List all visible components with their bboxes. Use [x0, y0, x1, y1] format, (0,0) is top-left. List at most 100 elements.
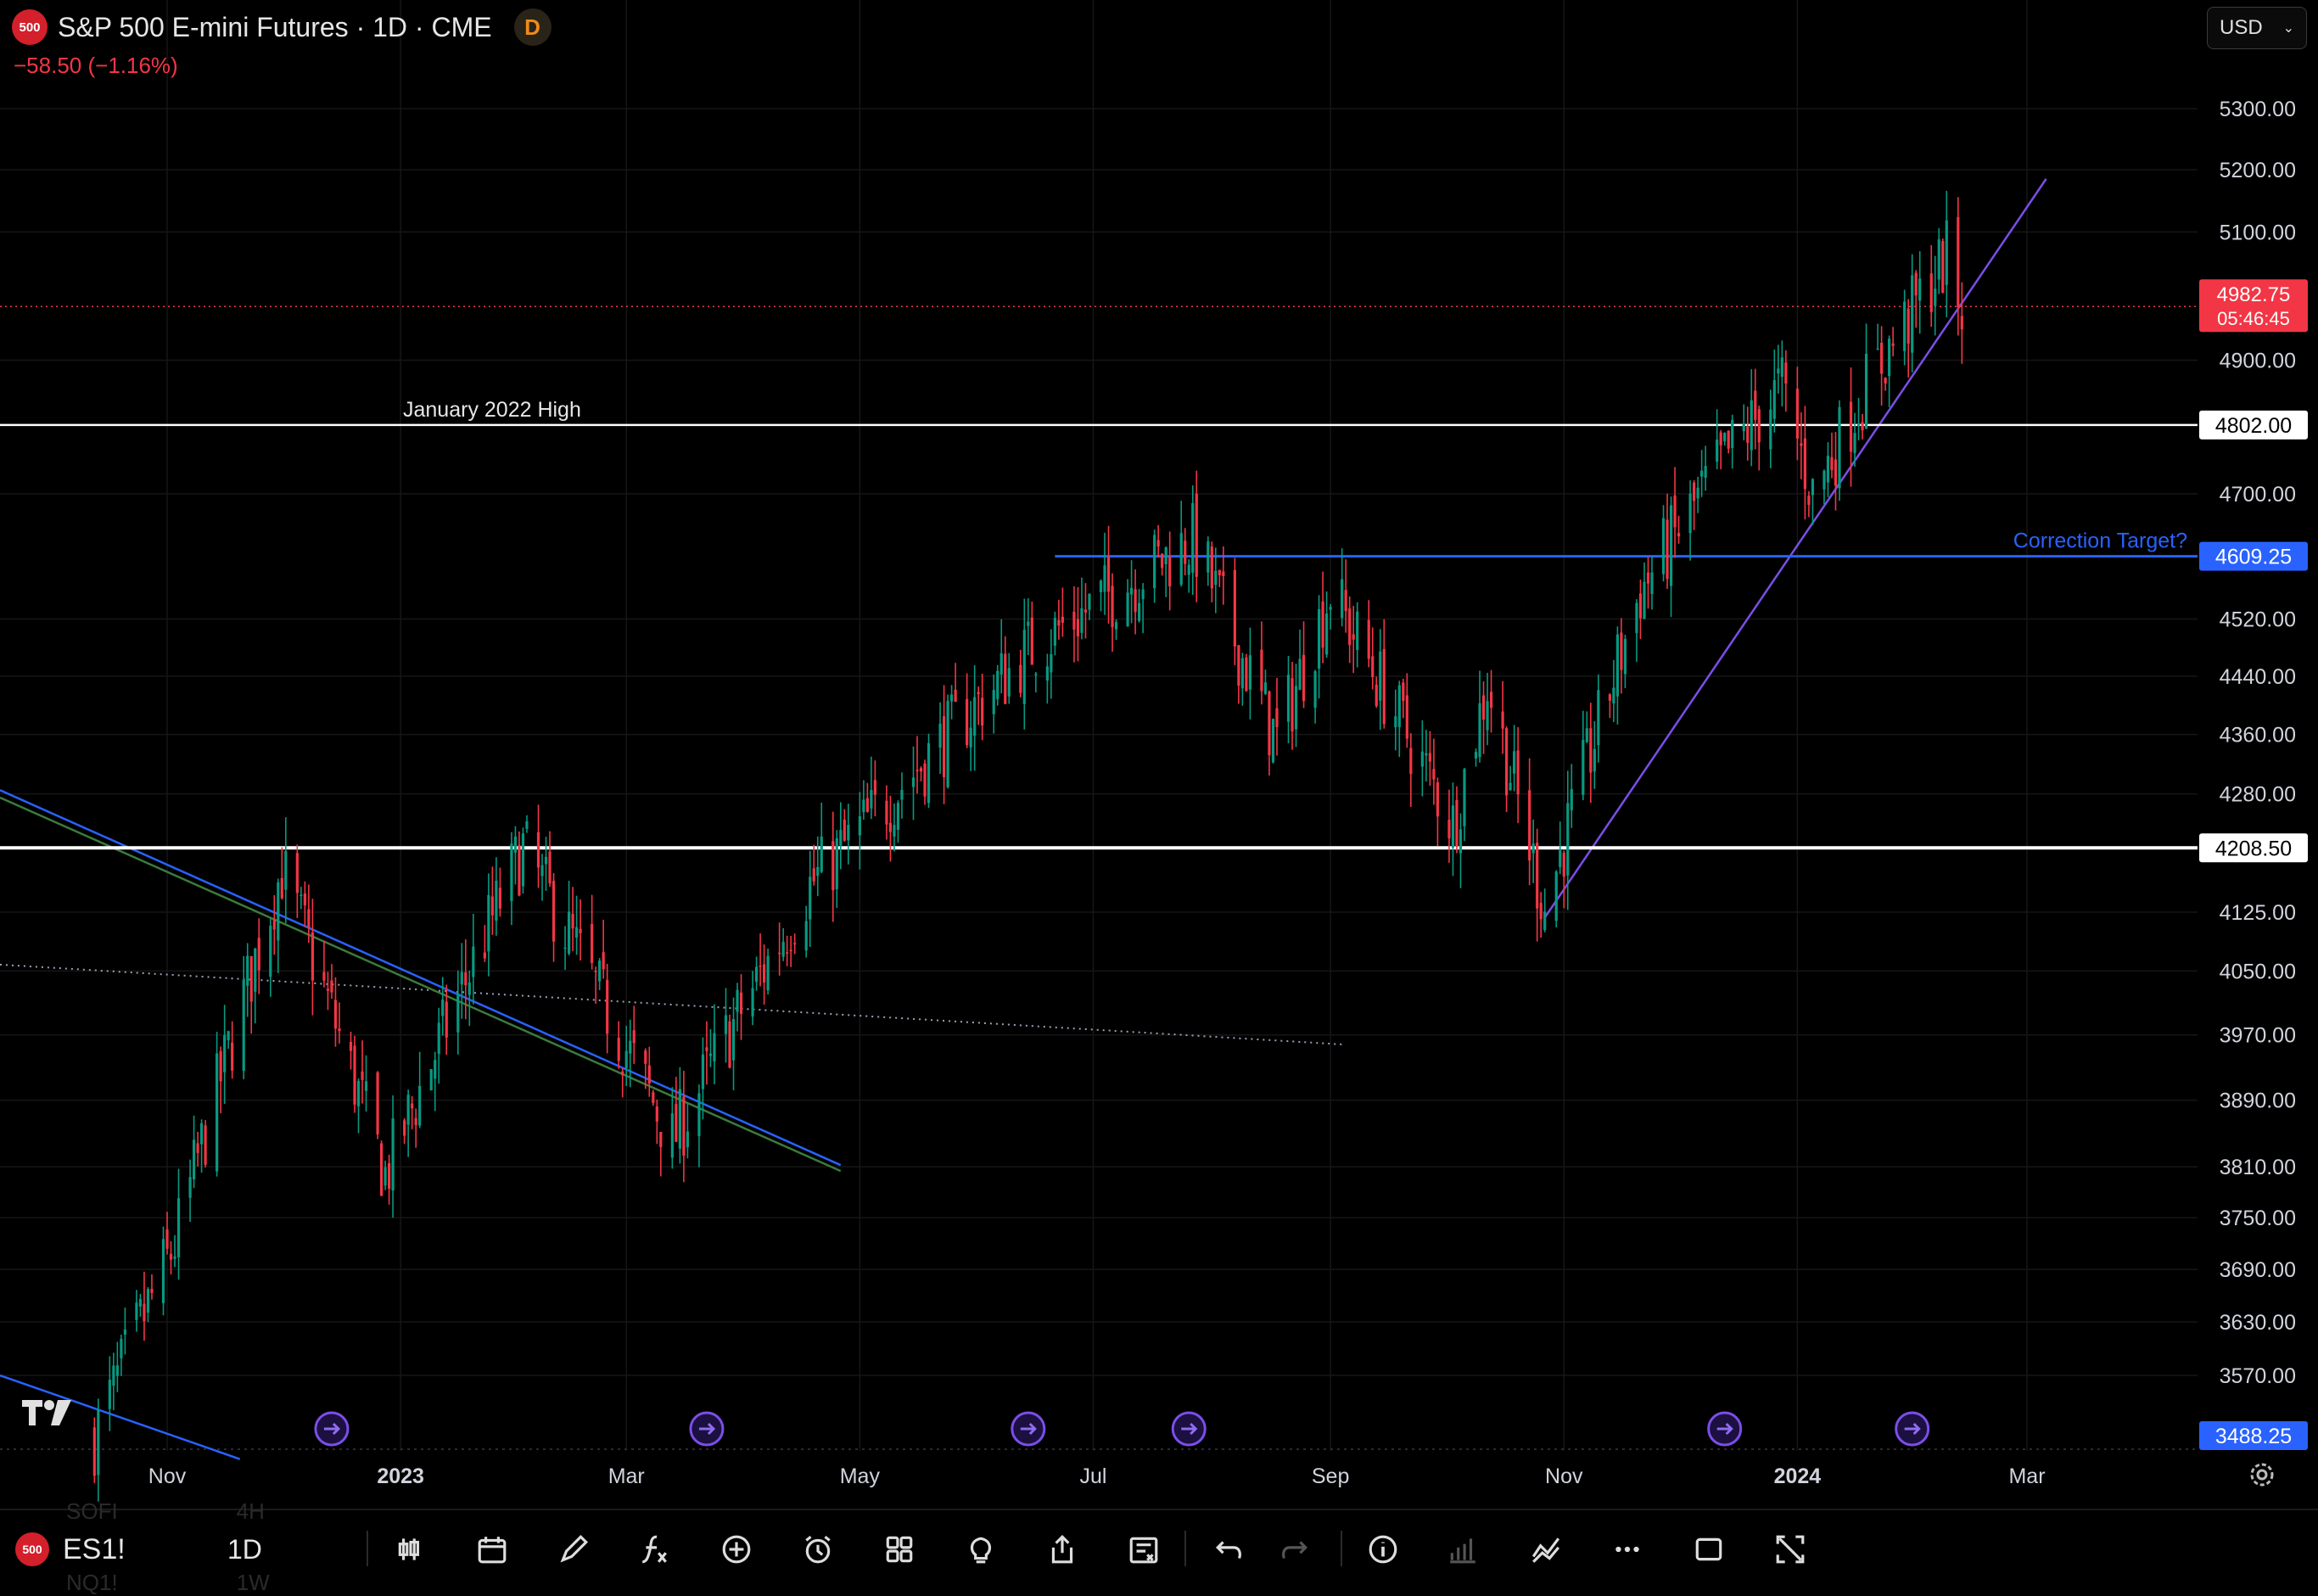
more-icon[interactable]: [1610, 1510, 1644, 1588]
candle-body: [1891, 343, 1895, 346]
alarm-clock-icon[interactable]: [801, 1510, 835, 1588]
rectangle-icon[interactable]: [1692, 1510, 1726, 1588]
candle-body: [1034, 674, 1038, 675]
candle-body: [621, 1071, 624, 1076]
tradingview-watermark: [20, 1398, 75, 1431]
candle-body: [1459, 829, 1463, 854]
candle-body: [1501, 711, 1504, 729]
candle-body: [223, 1034, 227, 1072]
candle-body: [1746, 426, 1750, 443]
candle-body: [1072, 611, 1076, 630]
notes-icon[interactable]: [1127, 1510, 1161, 1588]
candle-body: [1807, 496, 1811, 506]
candle-body: [602, 952, 605, 970]
candle-body: [1777, 368, 1780, 374]
economic-event-icon[interactable]: [314, 1411, 350, 1447]
candle-body: [1141, 589, 1145, 600]
trend-line-icon[interactable]: [1529, 1510, 1563, 1588]
candle-body: [1240, 658, 1244, 689]
candle-body: [391, 1118, 395, 1191]
symbol-search-button[interactable]: 500 ES1!: [15, 1510, 126, 1588]
fullscreen-icon[interactable]: [1773, 1510, 1807, 1588]
currency-select[interactable]: USD ⌄: [2207, 7, 2307, 49]
candle-body: [169, 1253, 173, 1260]
candle-body: [675, 1104, 678, 1142]
candle-body: [1666, 519, 1669, 580]
candle-body: [1436, 782, 1440, 817]
info-icon[interactable]: [1366, 1510, 1400, 1588]
candle-body: [1623, 639, 1627, 675]
candle-body: [594, 971, 597, 972]
candle-body: [1210, 546, 1213, 589]
candle-body: [816, 866, 820, 876]
candle-body: [1134, 589, 1137, 613]
candle-body: [1516, 750, 1520, 795]
candle-body: [1425, 753, 1428, 756]
candle-body: [1321, 601, 1324, 648]
candle-body: [766, 955, 770, 991]
candle-body: [1451, 805, 1455, 848]
bar-chart-icon[interactable]: [394, 1510, 428, 1588]
candle-body: [682, 1096, 686, 1156]
candle-body: [831, 841, 835, 891]
candle-body: [1834, 459, 1838, 486]
time-axis: Nov 2023 Mar May Jul Sep Nov 2024 Mar: [148, 1464, 2046, 1488]
volume-bars-icon[interactable]: [1446, 1510, 1480, 1588]
candle-body: [521, 833, 525, 887]
function-icon[interactable]: [638, 1510, 672, 1588]
candle-body: [1099, 580, 1103, 592]
candle-body: [280, 877, 283, 899]
pencil-icon[interactable]: [557, 1510, 591, 1588]
candle-body: [518, 845, 521, 896]
candle-body: [1536, 843, 1539, 909]
grid-layout-icon[interactable]: [882, 1510, 916, 1588]
symbol-logo[interactable]: 500: [12, 9, 48, 45]
economic-event-icon[interactable]: [689, 1411, 725, 1447]
price-tick-label: 3970.00: [2220, 1024, 2296, 1048]
candle-body: [1313, 671, 1317, 708]
lightbulb-icon[interactable]: [964, 1510, 998, 1588]
candle-body: [1428, 753, 1431, 762]
redo-icon[interactable]: [1276, 1510, 1310, 1588]
data-delay-badge[interactable]: D: [513, 8, 552, 46]
economic-event-icon[interactable]: [1171, 1411, 1207, 1447]
candle-body: [728, 1021, 731, 1068]
candle-body: [1298, 658, 1302, 690]
candle-body: [977, 692, 980, 695]
candle-body: [464, 972, 468, 986]
candle-body: [1543, 911, 1547, 931]
plus-circle-icon[interactable]: [719, 1510, 753, 1588]
candle-body: [598, 960, 602, 982]
candle-body: [349, 1041, 353, 1051]
interval-button[interactable]: 1D: [227, 1510, 262, 1588]
candle-body: [1830, 456, 1834, 471]
calendar-range-icon[interactable]: [475, 1510, 509, 1588]
undo-icon[interactable]: [1213, 1510, 1247, 1588]
candle-body: [1646, 572, 1650, 584]
candle-body: [1780, 357, 1783, 378]
candle-body: [1822, 470, 1826, 490]
candle-body: [678, 1089, 681, 1149]
candle-body: [411, 1103, 414, 1109]
economic-event-icon[interactable]: [1707, 1411, 1743, 1447]
economic-event-icon[interactable]: [1011, 1411, 1046, 1447]
share-icon[interactable]: [1045, 1510, 1079, 1588]
candle-body: [1195, 493, 1198, 577]
candle-body: [1903, 301, 1906, 351]
toolbar-interval: 1D: [227, 1533, 262, 1565]
symbol-title[interactable]: S&P 500 E-mini Futures · 1D · CME: [58, 11, 492, 42]
candle-body: [498, 888, 501, 909]
economic-event-icon[interactable]: [1895, 1411, 1930, 1447]
time-tick-label: Sep: [1312, 1464, 1349, 1488]
candle-body: [1638, 593, 1643, 619]
candle-body: [1168, 556, 1172, 587]
gear-icon[interactable]: [2247, 1459, 2277, 1490]
candle-body: [835, 837, 838, 890]
candle-body: [571, 914, 574, 929]
candle-body: [1864, 353, 1868, 428]
price-tick-label: 3750.00: [2220, 1207, 2296, 1230]
annotation-label: January 2022 High: [403, 398, 581, 422]
candle-body: [1562, 852, 1565, 877]
candle-body: [429, 1069, 433, 1091]
